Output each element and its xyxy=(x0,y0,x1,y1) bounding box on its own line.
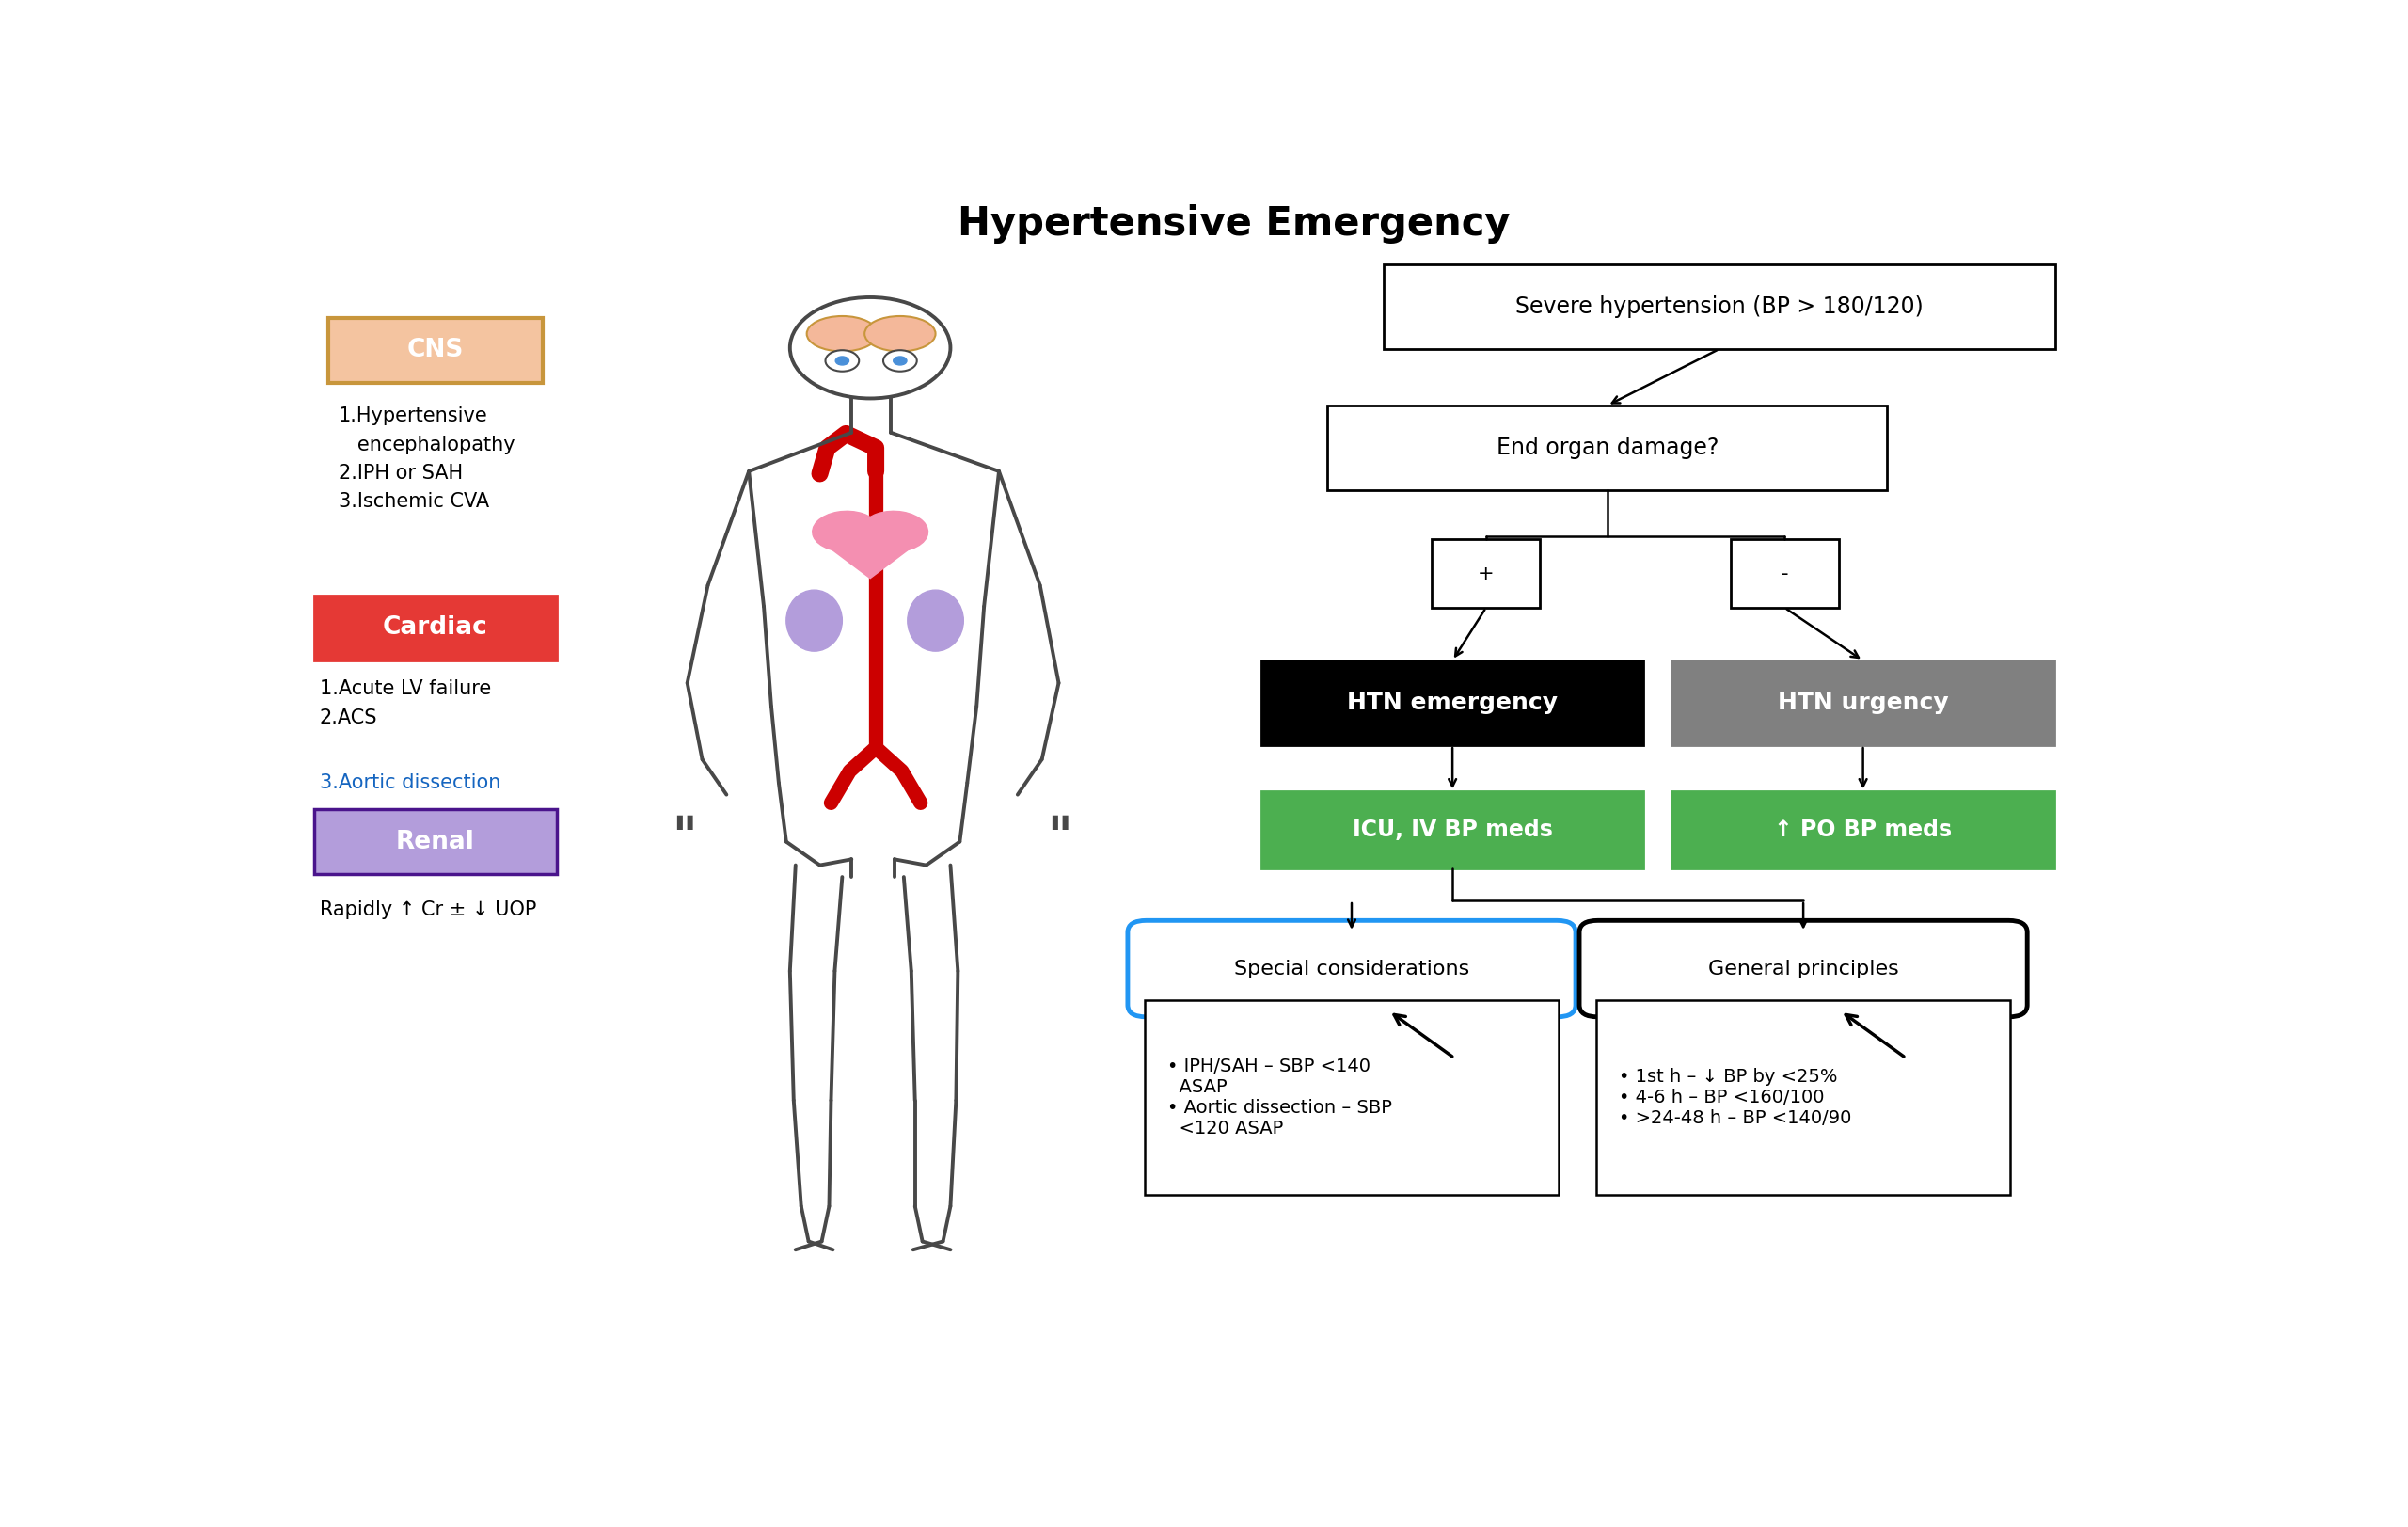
Text: Hypertensive Emergency: Hypertensive Emergency xyxy=(958,205,1510,244)
FancyBboxPatch shape xyxy=(327,318,542,383)
Text: +: + xyxy=(1479,563,1495,583)
Circle shape xyxy=(836,356,850,365)
FancyBboxPatch shape xyxy=(1327,406,1888,490)
Ellipse shape xyxy=(807,316,877,351)
Text: 1.Hypertensive
   encephalopathy
2.IPH or SAH
3.Ischemic CVA: 1.Hypertensive encephalopathy 2.IPH or S… xyxy=(337,406,515,512)
FancyBboxPatch shape xyxy=(1144,1000,1558,1194)
Ellipse shape xyxy=(862,512,927,551)
FancyBboxPatch shape xyxy=(313,809,556,873)
Polygon shape xyxy=(821,542,920,579)
Text: • IPH/SAH – SBP <140
  ASAP
• Aortic dissection – SBP
  <120 ASAP: • IPH/SAH – SBP <140 ASAP • Aortic disse… xyxy=(1168,1057,1392,1138)
Text: ↑ PO BP meds: ↑ PO BP meds xyxy=(1775,818,1953,841)
Text: ▌▌: ▌▌ xyxy=(1052,815,1074,831)
Ellipse shape xyxy=(908,589,963,651)
Text: -: - xyxy=(1782,563,1789,583)
FancyBboxPatch shape xyxy=(313,596,556,660)
FancyBboxPatch shape xyxy=(1671,661,2054,745)
FancyBboxPatch shape xyxy=(1671,791,2054,869)
FancyBboxPatch shape xyxy=(1731,539,1840,608)
Text: CNS: CNS xyxy=(407,337,465,362)
Circle shape xyxy=(884,350,917,371)
Text: Special considerations: Special considerations xyxy=(1233,959,1469,979)
Text: Cardiac: Cardiac xyxy=(383,615,489,640)
Text: Rapidly ↑ Cr ± ↓ UOP: Rapidly ↑ Cr ± ↓ UOP xyxy=(320,901,537,919)
Text: General principles: General principles xyxy=(1707,959,1898,979)
FancyBboxPatch shape xyxy=(1262,791,1645,869)
Text: • 1st h – ↓ BP by <25%
• 4-6 h – BP <160/100
• >24-48 h – BP <140/90: • 1st h – ↓ BP by <25% • 4-6 h – BP <160… xyxy=(1618,1067,1852,1127)
Text: Severe hypertension (BP > 180/120): Severe hypertension (BP > 180/120) xyxy=(1515,295,1924,318)
Text: End organ damage?: End organ damage? xyxy=(1495,437,1719,460)
FancyBboxPatch shape xyxy=(1127,921,1575,1017)
Ellipse shape xyxy=(811,512,879,551)
Ellipse shape xyxy=(864,316,937,351)
Text: HTN urgency: HTN urgency xyxy=(1777,692,1948,715)
FancyBboxPatch shape xyxy=(1433,539,1541,608)
FancyBboxPatch shape xyxy=(1262,661,1645,745)
Circle shape xyxy=(893,356,908,365)
Text: ▐▐: ▐▐ xyxy=(672,815,694,831)
Circle shape xyxy=(826,350,860,371)
Text: 3.Aortic dissection: 3.Aortic dissection xyxy=(320,774,501,793)
FancyBboxPatch shape xyxy=(1385,264,2056,350)
Text: ICU, IV BP meds: ICU, IV BP meds xyxy=(1353,818,1553,841)
FancyBboxPatch shape xyxy=(1597,1000,2011,1194)
Ellipse shape xyxy=(785,589,843,651)
Text: HTN emergency: HTN emergency xyxy=(1346,692,1558,715)
Text: 1.Acute LV failure
2.ACS: 1.Acute LV failure 2.ACS xyxy=(320,680,491,727)
Text: Renal: Renal xyxy=(395,829,474,854)
FancyBboxPatch shape xyxy=(1580,921,2028,1017)
